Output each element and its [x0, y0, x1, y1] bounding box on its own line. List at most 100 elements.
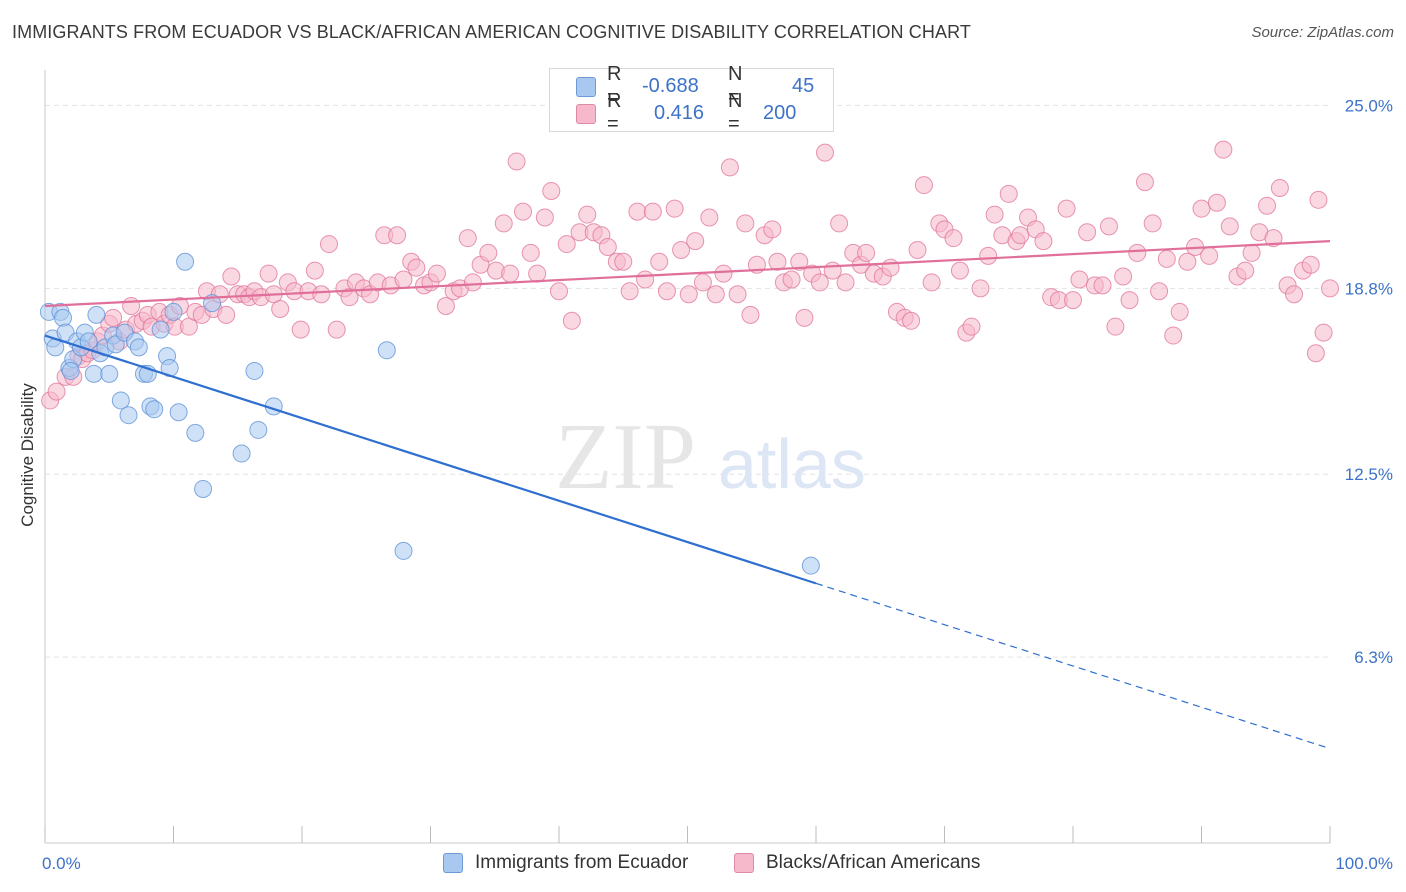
blacks-point: [1078, 223, 1097, 242]
blacks-trend-line: [44, 240, 1331, 308]
blacks-point: [1120, 291, 1139, 310]
ecuador-trend-line: [44, 334, 817, 585]
blacks-point: [222, 267, 241, 286]
blacks-point: [271, 299, 290, 318]
blacks-point: [427, 264, 446, 283]
blacks-point: [795, 308, 814, 327]
blacks-point: [312, 285, 331, 304]
blacks-point: [714, 264, 733, 283]
blacks-point: [741, 305, 760, 324]
blacks-point: [407, 258, 426, 277]
blacks-point: [1135, 173, 1154, 192]
blacks-point: [1164, 326, 1183, 345]
blacks-point: [1093, 276, 1112, 295]
blacks-point: [857, 243, 876, 262]
bottom-swatch-blacks: [734, 853, 754, 873]
blacks-point: [479, 243, 498, 262]
blacks-point: [1128, 243, 1147, 262]
blacks-point: [1321, 279, 1339, 298]
y-tick-label: 25.0%: [1345, 96, 1393, 115]
blacks-point: [706, 285, 725, 304]
ecuador-point: [394, 541, 413, 560]
blacks-point: [1242, 243, 1261, 262]
blacks-point: [1057, 199, 1076, 218]
x-tick-label-start: 0.0%: [42, 854, 81, 873]
blacks-point: [1314, 323, 1333, 342]
blacks-point: [501, 264, 520, 283]
blacks-point: [305, 261, 324, 280]
axes: [44, 70, 1331, 844]
blacks-point: [881, 258, 900, 277]
blacks-point: [1114, 267, 1133, 286]
ecuador-point: [111, 391, 130, 410]
blacks-point: [562, 311, 581, 330]
tick-labels: 6.3% 12.5% 18.8% 25.0% 0.0% 100.0%: [42, 96, 1393, 873]
blacks-point: [1264, 229, 1283, 248]
blacks-point: [388, 226, 407, 245]
blacks-point: [728, 285, 747, 304]
blacks-point: [507, 152, 526, 171]
blacks-point: [979, 246, 998, 265]
blacks-point: [1220, 217, 1239, 236]
blacks-point: [790, 252, 809, 271]
legend-swatch-blacks: [576, 104, 596, 124]
blacks-point: [914, 176, 933, 195]
gridlines: [45, 104, 1330, 658]
blacks-point: [1106, 317, 1125, 336]
ecuador-point: [232, 444, 251, 463]
blacks-point: [122, 297, 141, 316]
blacks-point: [720, 158, 739, 177]
blacks-point: [693, 273, 712, 292]
blacks-point: [679, 285, 698, 304]
blacks-point: [578, 205, 597, 224]
blacks-point: [768, 252, 787, 271]
blacks-point: [830, 214, 849, 233]
watermark-zip: ZIP: [555, 405, 696, 509]
legend-n-label: N =: [728, 63, 743, 108]
ecuador-point: [87, 305, 106, 324]
stats-legend: R = -0.688 N = 45 R = 0.416 N = 200: [549, 63, 834, 135]
blacks-point: [494, 214, 513, 233]
source-label: Source: ZipAtlas.com: [1251, 24, 1394, 41]
ecuador-point: [186, 423, 205, 442]
legend-r-label: R =: [607, 90, 622, 135]
chart-title: IMMIGRANTS FROM ECUADOR VS BLACK/AFRICAN…: [12, 22, 971, 42]
ecuador-point: [169, 403, 188, 422]
blacks-point: [636, 270, 655, 289]
blacks-point: [1034, 232, 1053, 251]
blacks-point: [217, 305, 236, 324]
ecuador-point: [119, 406, 138, 425]
blacks-point: [902, 311, 921, 330]
blacks-point: [1157, 249, 1176, 268]
blacks-point: [620, 282, 639, 301]
blacks-point: [763, 220, 782, 239]
ecuador-point: [377, 341, 396, 360]
blacks-point: [1258, 196, 1277, 215]
ecuador-point: [164, 302, 183, 321]
blacks-point: [1207, 193, 1226, 212]
blacks-point: [962, 317, 981, 336]
blacks-point: [535, 208, 554, 227]
bottom-swatch-ecuador: [443, 853, 463, 873]
legend-swatch-ecuador: [576, 77, 596, 97]
blacks-point: [736, 214, 755, 233]
blacks-point: [319, 235, 338, 254]
trend-lines: [44, 240, 1331, 750]
blacks-point: [823, 261, 842, 280]
blacks-point: [463, 273, 482, 292]
watermark-atlas: atlas: [718, 425, 866, 503]
blacks-point: [665, 199, 684, 218]
blacks-point: [1270, 179, 1289, 198]
ecuador-point: [249, 420, 268, 439]
ecuador-point: [194, 479, 213, 498]
blacks-point: [971, 279, 990, 298]
legend-r-label: R =: [607, 63, 622, 108]
blacks-point: [950, 261, 969, 280]
blacks-point: [259, 264, 278, 283]
series-ecuador-points: [39, 252, 820, 575]
blacks-point: [657, 282, 676, 301]
blacks-point: [1070, 270, 1089, 289]
ecuador-point: [61, 361, 80, 380]
bottom-legend-ecuador: Immigrants from Ecuador: [443, 852, 688, 874]
